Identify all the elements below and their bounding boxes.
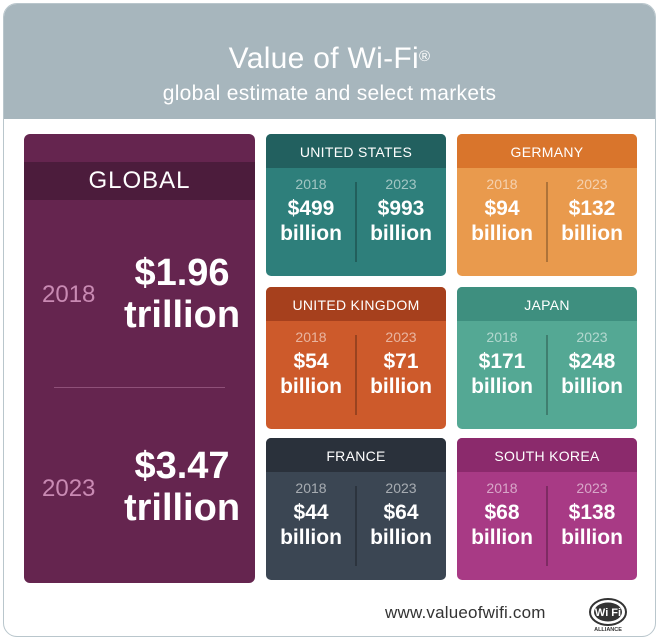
market-value: $44	[293, 501, 329, 524]
market-card-germany: GERMANY 2018 $94 billion 2023 $132 billion	[457, 134, 637, 276]
market-name: UNITED STATES	[266, 134, 446, 168]
market-value: $94	[484, 197, 520, 220]
market-year: 2023	[385, 480, 417, 496]
market-value: $171	[478, 350, 526, 373]
market-year: 2018	[295, 480, 327, 496]
market-unit: billion	[370, 526, 432, 549]
market-divider	[546, 182, 548, 262]
market-year: 2018	[295, 176, 327, 192]
market-unit: billion	[561, 222, 623, 245]
market-name: SOUTH KOREA	[457, 438, 637, 472]
market-value: $64	[383, 501, 419, 524]
global-amount-2018: $1.96 trillion	[112, 252, 252, 336]
market-divider	[355, 335, 357, 415]
market-divider	[546, 335, 548, 415]
market-col-2018: 2018 $44 billion	[266, 480, 356, 550]
market-unit: billion	[370, 375, 432, 398]
global-label: GLOBAL	[24, 162, 255, 200]
market-value: $54	[293, 350, 329, 373]
market-value: $248	[568, 350, 616, 373]
market-year: 2018	[486, 329, 518, 345]
market-col-2023: 2023 $64 billion	[356, 480, 446, 550]
market-card-japan: JAPAN 2018 $171 billion 2023 $248 billion	[457, 287, 637, 429]
market-unit: billion	[561, 526, 623, 549]
market-unit: billion	[370, 222, 432, 245]
market-col-2018: 2018 $499 billion	[266, 176, 356, 246]
market-card-united-kingdom: UNITED KINGDOM 2018 $54 billion 2023 $71 billi…	[266, 287, 446, 429]
page-subtitle: global estimate and select markets	[162, 82, 497, 105]
registered-mark: ®	[419, 48, 431, 65]
market-col-2018: 2018 $68 billion	[457, 480, 547, 550]
global-amount-value: $3.47	[134, 445, 230, 487]
global-amount-value: $1.96	[134, 252, 230, 294]
market-divider	[355, 182, 357, 262]
market-name: UNITED KINGDOM	[266, 287, 446, 321]
footer-url[interactable]: www.valueofwifi.com	[385, 603, 546, 622]
market-year: 2018	[486, 480, 518, 496]
market-col-2023: 2023 $993 billion	[356, 176, 446, 246]
market-year: 2023	[576, 480, 608, 496]
market-year: 2023	[385, 176, 417, 192]
header-banner: Value of Wi-Fi® global estimate and sele…	[4, 4, 655, 119]
logo-text: Wi Fi	[595, 607, 621, 619]
global-divider	[54, 387, 225, 388]
market-value: $138	[568, 501, 616, 524]
market-value: $68	[484, 501, 520, 524]
market-value: $499	[287, 197, 335, 220]
market-unit: billion	[471, 222, 533, 245]
market-col-2018: 2018 $171 billion	[457, 329, 547, 399]
market-unit: billion	[471, 375, 533, 398]
market-name: FRANCE	[266, 438, 446, 472]
page-title: Value of Wi-Fi®	[4, 42, 655, 76]
market-unit: billion	[561, 375, 623, 398]
infographic-frame: Value of Wi-Fi® global estimate and sele…	[3, 3, 656, 637]
global-panel: GLOBAL 2018 $1.96 trillion 2023 $3.47 tr…	[24, 134, 255, 583]
global-amount-2023: $3.47 trillion	[112, 445, 252, 529]
global-year-2018: 2018	[42, 281, 96, 308]
market-unit: billion	[471, 526, 533, 549]
wifi-alliance-logo-icon: Wi Fi ALLIANCE	[589, 598, 627, 633]
market-col-2018: 2018 $94 billion	[457, 176, 547, 246]
global-year-2023: 2023	[42, 475, 96, 502]
market-unit: billion	[280, 375, 342, 398]
market-divider	[355, 486, 357, 566]
title-text: Value of Wi-Fi	[228, 42, 419, 75]
market-card-south-korea: SOUTH KOREA 2018 $68 billion 2023 $138 billion	[457, 438, 637, 580]
logo-subtext: ALLIANCE	[594, 627, 622, 633]
market-value: $993	[377, 197, 425, 220]
market-unit: billion	[280, 526, 342, 549]
market-year: 2018	[486, 176, 518, 192]
market-unit: billion	[280, 222, 342, 245]
market-divider	[546, 486, 548, 566]
global-amount-unit: trillion	[123, 487, 241, 529]
market-value: $71	[383, 350, 419, 373]
market-name: JAPAN	[457, 287, 637, 321]
market-value: $132	[568, 197, 616, 220]
market-card-france: FRANCE 2018 $44 billion 2023 $64 billion	[266, 438, 446, 580]
global-amount-unit: trillion	[123, 294, 241, 336]
market-year: 2023	[576, 329, 608, 345]
market-col-2023: 2023 $71 billion	[356, 329, 446, 399]
market-year: 2023	[576, 176, 608, 192]
market-col-2023: 2023 $248 billion	[547, 329, 637, 399]
market-year: 2023	[385, 329, 417, 345]
market-name: GERMANY	[457, 134, 637, 168]
market-col-2023: 2023 $138 billion	[547, 480, 637, 550]
market-card-united-states: UNITED STATES 2018 $499 billion 2023 $993 bill…	[266, 134, 446, 276]
market-col-2023: 2023 $132 billion	[547, 176, 637, 246]
market-year: 2018	[295, 329, 327, 345]
market-col-2018: 2018 $54 billion	[266, 329, 356, 399]
